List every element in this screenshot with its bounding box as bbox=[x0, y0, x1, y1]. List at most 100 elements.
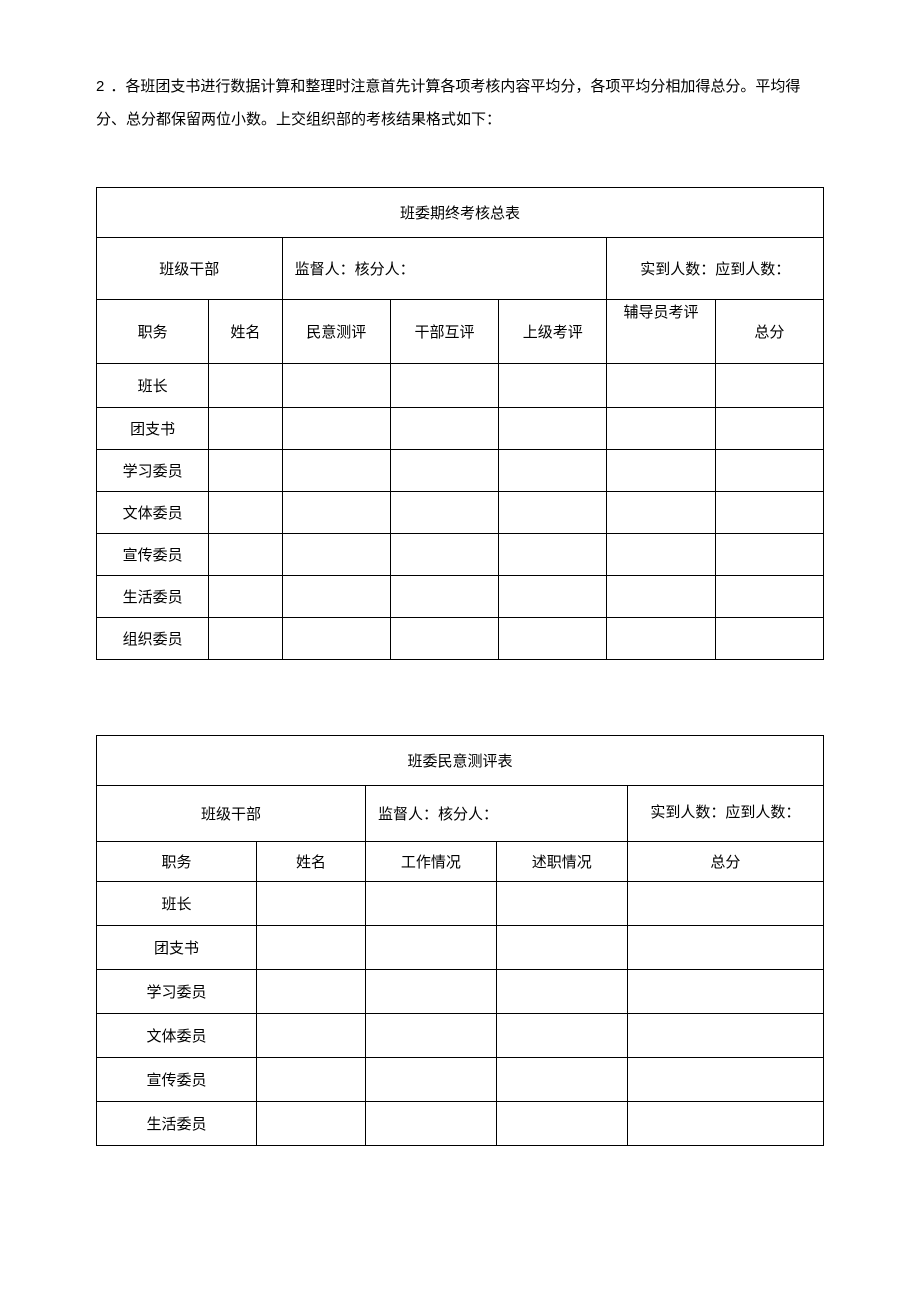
table1-col-6: 总分 bbox=[715, 300, 823, 364]
cell bbox=[256, 970, 365, 1014]
summary-table: 班委期终考核总表 班级干部 监督人：核分人： 实到人数：应到人数： 职务 姓名 … bbox=[96, 187, 824, 660]
cell bbox=[496, 1014, 627, 1058]
cell bbox=[209, 364, 282, 408]
table2-col-0: 职务 bbox=[97, 842, 257, 882]
cell bbox=[256, 882, 365, 926]
cell bbox=[496, 970, 627, 1014]
cell bbox=[499, 492, 607, 534]
cell bbox=[715, 618, 823, 660]
cell bbox=[607, 492, 715, 534]
cell bbox=[365, 1102, 496, 1146]
table1-row-3: 文体委员 bbox=[97, 492, 209, 534]
cell bbox=[209, 534, 282, 576]
cell bbox=[365, 1014, 496, 1058]
cell bbox=[715, 534, 823, 576]
cell bbox=[209, 576, 282, 618]
cell bbox=[627, 1102, 823, 1146]
cell bbox=[256, 1014, 365, 1058]
table1-row-2: 学习委员 bbox=[97, 450, 209, 492]
cell bbox=[390, 450, 498, 492]
table1-row-5: 生活委员 bbox=[97, 576, 209, 618]
cell bbox=[499, 408, 607, 450]
table2-row-4: 宣传委员 bbox=[97, 1058, 257, 1102]
cell bbox=[282, 364, 390, 408]
cell bbox=[499, 576, 607, 618]
cell bbox=[496, 882, 627, 926]
table1-header-mid: 监督人：核分人： bbox=[282, 238, 607, 300]
cell bbox=[715, 492, 823, 534]
cell bbox=[715, 450, 823, 492]
cell bbox=[627, 926, 823, 970]
cell bbox=[607, 576, 715, 618]
cell bbox=[256, 926, 365, 970]
cell bbox=[209, 408, 282, 450]
table1-row-0: 班长 bbox=[97, 364, 209, 408]
intro-text: ．各班团支书进行数据计算和整理时注意首先计算各项考核内容平均分，各项平均分相加得… bbox=[96, 79, 800, 128]
table2-row-2: 学习委员 bbox=[97, 970, 257, 1014]
cell bbox=[627, 1014, 823, 1058]
cell bbox=[365, 926, 496, 970]
table2-header-left: 班级干部 bbox=[97, 786, 366, 842]
cell bbox=[627, 970, 823, 1014]
cell bbox=[390, 408, 498, 450]
cell bbox=[282, 576, 390, 618]
cell bbox=[627, 882, 823, 926]
table1-row-6: 组织委员 bbox=[97, 618, 209, 660]
table2-row-5: 生活委员 bbox=[97, 1102, 257, 1146]
cell bbox=[499, 534, 607, 576]
table2-col-4: 总分 bbox=[627, 842, 823, 882]
table2-col-2: 工作情况 bbox=[365, 842, 496, 882]
cell bbox=[715, 576, 823, 618]
cell bbox=[365, 882, 496, 926]
table1-title: 班委期终考核总表 bbox=[97, 188, 824, 238]
cell bbox=[390, 364, 498, 408]
cell bbox=[282, 450, 390, 492]
cell bbox=[499, 450, 607, 492]
table1-col-0: 职务 bbox=[97, 300, 209, 364]
cell bbox=[607, 408, 715, 450]
table1-col-2: 民意测评 bbox=[282, 300, 390, 364]
cell bbox=[365, 1058, 496, 1102]
table2-title: 班委民意测评表 bbox=[97, 736, 824, 786]
table2-row-1: 团支书 bbox=[97, 926, 257, 970]
cell bbox=[607, 364, 715, 408]
cell bbox=[256, 1058, 365, 1102]
cell bbox=[209, 450, 282, 492]
table2-col-1: 姓名 bbox=[256, 842, 365, 882]
table2-header-mid: 监督人：核分人： bbox=[365, 786, 627, 842]
cell bbox=[390, 576, 498, 618]
table1-header-left: 班级干部 bbox=[97, 238, 283, 300]
table2-row-3: 文体委员 bbox=[97, 1014, 257, 1058]
table1-col-4: 上级考评 bbox=[499, 300, 607, 364]
cell bbox=[390, 534, 498, 576]
table2-col-3: 述职情况 bbox=[496, 842, 627, 882]
cell bbox=[496, 1102, 627, 1146]
list-number: 2 bbox=[96, 78, 104, 95]
cell bbox=[607, 534, 715, 576]
cell bbox=[499, 364, 607, 408]
cell bbox=[499, 618, 607, 660]
evaluation-table: 班委民意测评表 班级干部 监督人：核分人： 实到人数：应到人数： 职务 姓名 工… bbox=[96, 735, 824, 1146]
cell bbox=[365, 970, 496, 1014]
table1-header-right: 实到人数：应到人数： bbox=[607, 238, 824, 300]
cell bbox=[209, 492, 282, 534]
intro-paragraph: 2．各班团支书进行数据计算和整理时注意首先计算各项考核内容平均分，各项平均分相加… bbox=[96, 70, 824, 137]
cell bbox=[390, 618, 498, 660]
table1-col-3: 干部互评 bbox=[390, 300, 498, 364]
cell bbox=[715, 408, 823, 450]
cell bbox=[282, 408, 390, 450]
table1-row-4: 宣传委员 bbox=[97, 534, 209, 576]
cell bbox=[627, 1058, 823, 1102]
cell bbox=[496, 926, 627, 970]
cell bbox=[256, 1102, 365, 1146]
cell bbox=[282, 492, 390, 534]
table1-col-5: 辅导员考评 bbox=[607, 300, 715, 364]
cell bbox=[282, 534, 390, 576]
cell bbox=[607, 450, 715, 492]
cell bbox=[390, 492, 498, 534]
table2-row-0: 班长 bbox=[97, 882, 257, 926]
cell bbox=[607, 618, 715, 660]
table1-row-1: 团支书 bbox=[97, 408, 209, 450]
table2-header-right: 实到人数：应到人数： bbox=[627, 786, 823, 842]
cell bbox=[282, 618, 390, 660]
